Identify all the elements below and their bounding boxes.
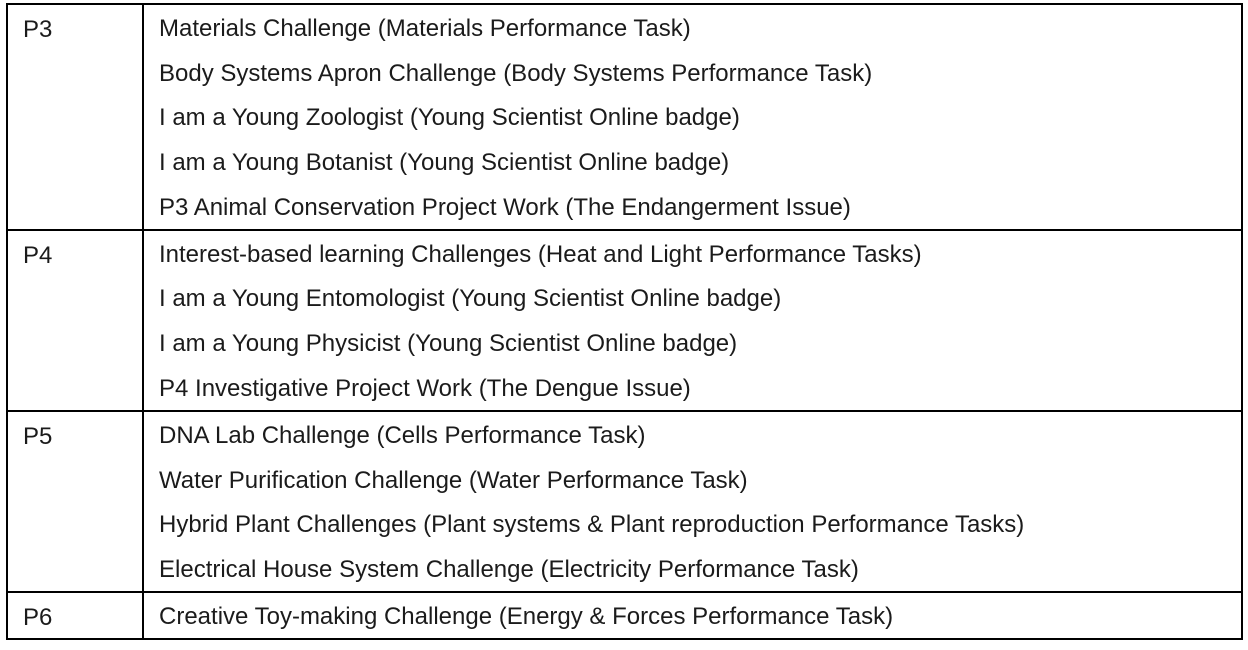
activity-item: Materials Challenge (Materials Performan… (159, 15, 691, 42)
activity-item: Body Systems Apron Challenge (Body Syste… (159, 59, 873, 87)
activities-table-container: P3 Materials Challenge (Materials Perfor… (6, 3, 1243, 640)
activities-cell: DNA Lab Challenge (Cells Performance Tas… (142, 409, 1243, 593)
activity-item: I am a Young Botanist (Young Scientist O… (159, 149, 730, 177)
activities-table: P3 Materials Challenge (Materials Perfor… (6, 3, 1243, 640)
activity-item: I am a Young Physicist (Young Scientist … (159, 330, 738, 358)
activity-item: Hybrid Plant Challenges (Plant systems &… (159, 511, 1025, 539)
activity-item: Interest-based learning Challenges (Heat… (159, 240, 922, 268)
level-cell: P4 (6, 228, 144, 412)
activities-cell: Interest-based learning Challenges (Heat… (142, 228, 1243, 412)
table-row: P5 DNA Lab Challenge (Cells Performance … (6, 409, 1243, 593)
table-row: P4 Interest-based learning Challenges (H… (6, 228, 1243, 412)
activity-item: I am a Young Zoologist (Young Scientist … (159, 104, 740, 132)
activity-item: Electrical House System Challenge (Elect… (159, 555, 859, 583)
level-cell: P5 (6, 409, 144, 593)
activities-cell: Materials Challenge (Materials Performan… (142, 3, 1243, 231)
activity-item: I am a Young Entomologist (Young Scienti… (159, 285, 782, 313)
table-row: P3 Materials Challenge (Materials Perfor… (6, 3, 1243, 231)
activity-item: DNA Lab Challenge (Cells Performance Tas… (159, 421, 646, 449)
activity-item: Creative Toy-making Challenge (Energy & … (159, 602, 894, 630)
level-cell: P6 (6, 590, 144, 640)
activity-item: P4 Investigative Project Work (The Dengu… (159, 374, 691, 402)
activities-cell: Creative Toy-making Challenge (Energy & … (142, 590, 1243, 640)
activity-item: P3 Animal Conservation Project Work (The… (159, 193, 851, 221)
table-row: P6 Creative Toy-making Challenge (Energy… (6, 590, 1243, 640)
activity-item: Water Purification Challenge (Water Perf… (159, 466, 748, 494)
level-cell: P3 (6, 3, 144, 231)
